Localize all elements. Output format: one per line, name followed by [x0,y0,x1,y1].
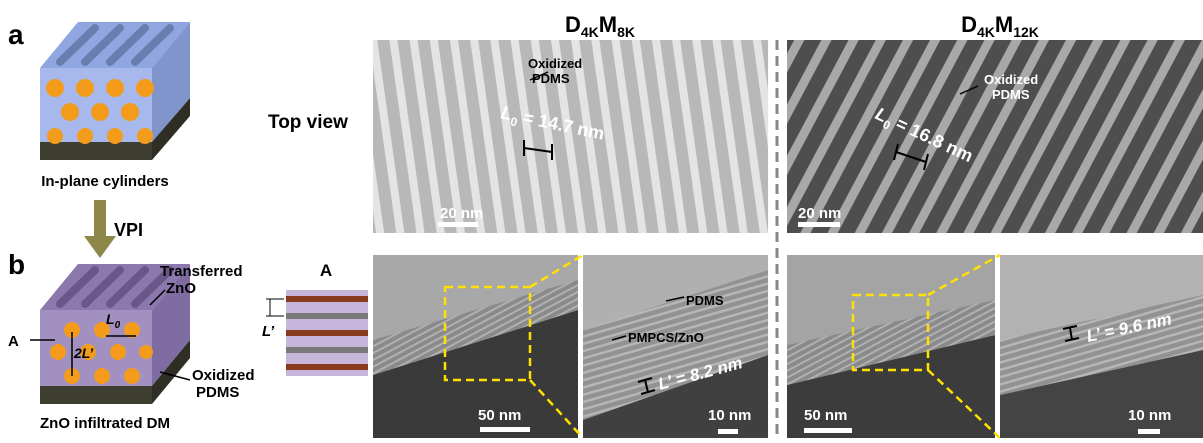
part: M [995,12,1013,37]
scale-bar [438,222,478,227]
annotation-line: PDMS [992,87,1030,102]
annotation-line: PDMS [196,384,239,401]
caption: ZnO infiltrated DM [40,415,170,432]
micrograph [787,40,1203,233]
cylinder-block [40,22,190,160]
spacing-label: 2L’ [73,345,94,361]
subscript: 4K [977,24,995,40]
scale-label: 10 nm [708,407,751,424]
scale-bar [718,429,738,434]
annotation-line: Transferred [160,263,243,280]
layer-label: PMPCS/ZnO [628,330,704,345]
subscript: 0 [115,320,121,331]
process-arrow [84,200,116,258]
scale-label: 50 nm [478,407,521,424]
layer-label: PDMS [686,293,724,308]
scale-label: 10 nm [1128,407,1171,424]
part: D [961,12,977,37]
scale-bar [804,428,852,433]
sample-title: D4KM12K [961,12,1039,40]
sample-title: D4KM8K [565,12,635,40]
scale-bar [798,222,840,227]
layer-diagram [266,290,368,376]
subscript: 4K [581,24,599,40]
panel-label: b [8,249,25,280]
scale-bar [480,427,530,432]
row-label: Top view [268,112,348,133]
annotation-line: Oxidized [192,367,255,384]
figure: a In-plane cylinders VPI b TransferredZn… [0,0,1203,438]
spacing-label: L’ [262,323,275,340]
scale-bar [1138,429,1160,434]
subscript: 8K [617,24,635,40]
process-label: VPI [114,220,143,240]
section-label: A [8,333,19,350]
scale-label: 20 nm [440,205,483,222]
panel-label: a [8,19,24,50]
scale-label: 50 nm [804,407,847,424]
symbol: L [106,311,115,327]
section-label: A [320,261,332,280]
annotation-line: PDMS [532,71,570,86]
caption: In-plane cylinders [41,173,169,190]
subscript: 12K [1013,24,1039,40]
scale-label: 20 nm [798,205,841,222]
annotation-line: Oxidized [528,56,582,71]
annotation-line: Oxidized [984,72,1038,87]
part: M [599,12,617,37]
annotation-line: ZnO [166,280,196,297]
part: D [565,12,581,37]
